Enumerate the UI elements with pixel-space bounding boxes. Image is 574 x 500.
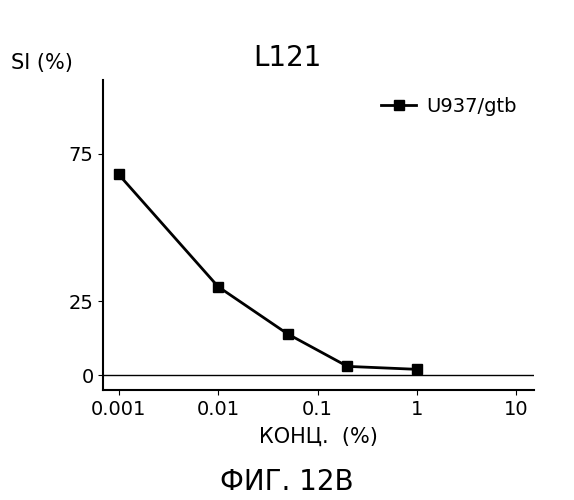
Text: L121: L121	[253, 44, 321, 72]
U937/gtb	[215, 284, 222, 290]
Line: U937/gtb: U937/gtb	[114, 170, 422, 374]
U937/gtb	[344, 364, 351, 370]
Legend: U937/gtb: U937/gtb	[373, 90, 524, 124]
X-axis label: КОНЦ.  (%): КОНЦ. (%)	[259, 427, 378, 447]
U937/gtb	[115, 172, 122, 177]
Text: ФИГ. 12B: ФИГ. 12B	[220, 468, 354, 496]
U937/gtb	[284, 331, 291, 337]
U937/gtb	[413, 366, 420, 372]
Text: SI (%): SI (%)	[11, 52, 73, 72]
